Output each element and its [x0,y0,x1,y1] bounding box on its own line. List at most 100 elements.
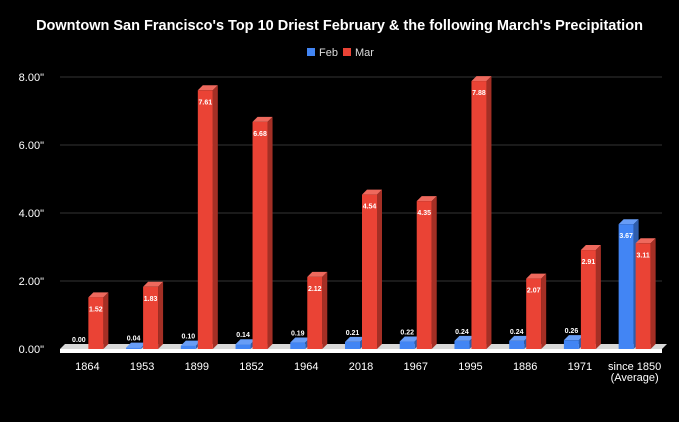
bar-mar [580,250,596,349]
bar-top-feb [126,342,147,348]
data-label-mar: 4.35 [417,210,431,217]
bar-top-mar [362,189,382,195]
bar-top-mar [635,238,656,244]
bar-mar [635,243,651,349]
data-label-feb: 0.19 [291,331,305,338]
data-label-mar: 1.52 [89,306,103,313]
data-label-feb: 0.24 [510,329,524,336]
data-label-mar: 3.11 [637,252,650,259]
bar-mar [526,278,542,349]
data-label-mar: 7.88 [472,90,486,97]
bar-side-mar [322,271,328,349]
data-label-mar: 4.54 [363,204,377,211]
data-label-feb: 0.04 [127,336,141,343]
x-category-label: 1971 [568,361,592,373]
x-category-label: 1967 [403,361,427,373]
legend-swatch-mar [343,48,351,56]
x-category-label: 2018 [349,361,373,373]
bar-feb [618,224,634,349]
bar-top-feb [345,336,365,342]
bar-side-mar [431,196,437,349]
legend-label-mar: Mar [355,47,374,59]
x-category-label: 1964 [294,361,318,373]
bar-mar [197,90,213,349]
bar-mar [307,276,323,349]
x-category-label: (Average) [611,372,659,384]
bar-feb [399,341,415,349]
x-category-label: 1953 [130,361,154,373]
data-label-mar: 7.61 [199,99,213,106]
bar-top-feb [618,219,639,225]
y-tick-label: 2.00" [19,276,44,288]
bar-top-mar [580,245,601,251]
bar-mar [416,201,432,349]
bar-top-feb [180,340,201,346]
x-category-label: 1852 [239,361,263,373]
bar-feb [563,340,579,349]
x-category-label: 1886 [513,361,537,373]
bar-side-mar [486,76,492,349]
y-tick-label: 8.00" [19,72,44,84]
bar-side-mar [267,116,273,349]
bar-top-feb [509,335,530,341]
bar-side-mar [212,85,218,349]
data-label-feb: 3.67 [619,233,633,240]
y-tick-label: 0.00" [19,344,44,356]
data-label-feb: 0.14 [236,332,250,339]
bar-side-mar [377,189,382,349]
bar-mar [143,286,159,349]
bar-top-mar [143,281,164,287]
bar-feb [235,344,251,349]
floor-front [60,349,662,353]
x-category-label: 1899 [185,361,209,373]
bar-feb [345,341,360,349]
bar-top-feb [399,336,420,342]
bar-top-mar [307,271,328,277]
bar-feb [509,340,525,349]
bar-mar [362,194,377,349]
bar-top-mar [416,196,437,202]
chart-title: Downtown San Francisco's Top 10 Driest F… [36,18,643,34]
y-tick-label: 6.00" [19,140,44,152]
data-label-feb: 0.22 [400,330,414,337]
bar-side-mar [158,281,164,349]
x-category-label: since 1850 [608,361,661,373]
bar-side-mar [650,238,656,349]
bar-top-mar [197,85,218,91]
bar-feb [180,345,196,349]
data-label-mar: 6.68 [253,131,267,138]
legend-swatch-feb [307,48,315,56]
bar-top-mar [526,273,547,279]
legend-label-feb: Feb [319,47,338,59]
bar-feb [454,340,470,349]
bar-feb [126,347,142,349]
bar-top-mar [252,116,273,122]
x-category-label: 1995 [458,361,482,373]
bar-mar [252,121,268,349]
data-label-feb: 0.24 [455,329,469,336]
data-label-mar: 1.83 [144,296,158,303]
bar-feb [290,342,306,349]
data-label-mar: 2.12 [308,286,322,293]
bar-side-mar [541,273,547,349]
data-label-feb: 0.00 [72,337,86,344]
bar-top-mar [471,76,492,82]
bar-mar [471,81,487,349]
y-tick-label: 4.00" [19,208,44,220]
data-label-mar: 2.07 [527,288,541,295]
bar-top-feb [235,339,256,345]
data-label-mar: 2.91 [582,259,596,266]
data-label-feb: 0.10 [182,334,196,341]
bar-top-feb [290,337,311,343]
data-label-feb: 0.26 [565,328,579,335]
data-label-feb: 0.21 [346,330,360,337]
bar-top-feb [454,335,475,341]
bar-top-mar [88,292,109,298]
bar-mar [88,297,104,349]
bar-side-mar [595,245,601,349]
x-category-label: 1864 [75,361,99,373]
bar-side-mar [103,292,109,349]
bar-top-feb [563,335,584,341]
